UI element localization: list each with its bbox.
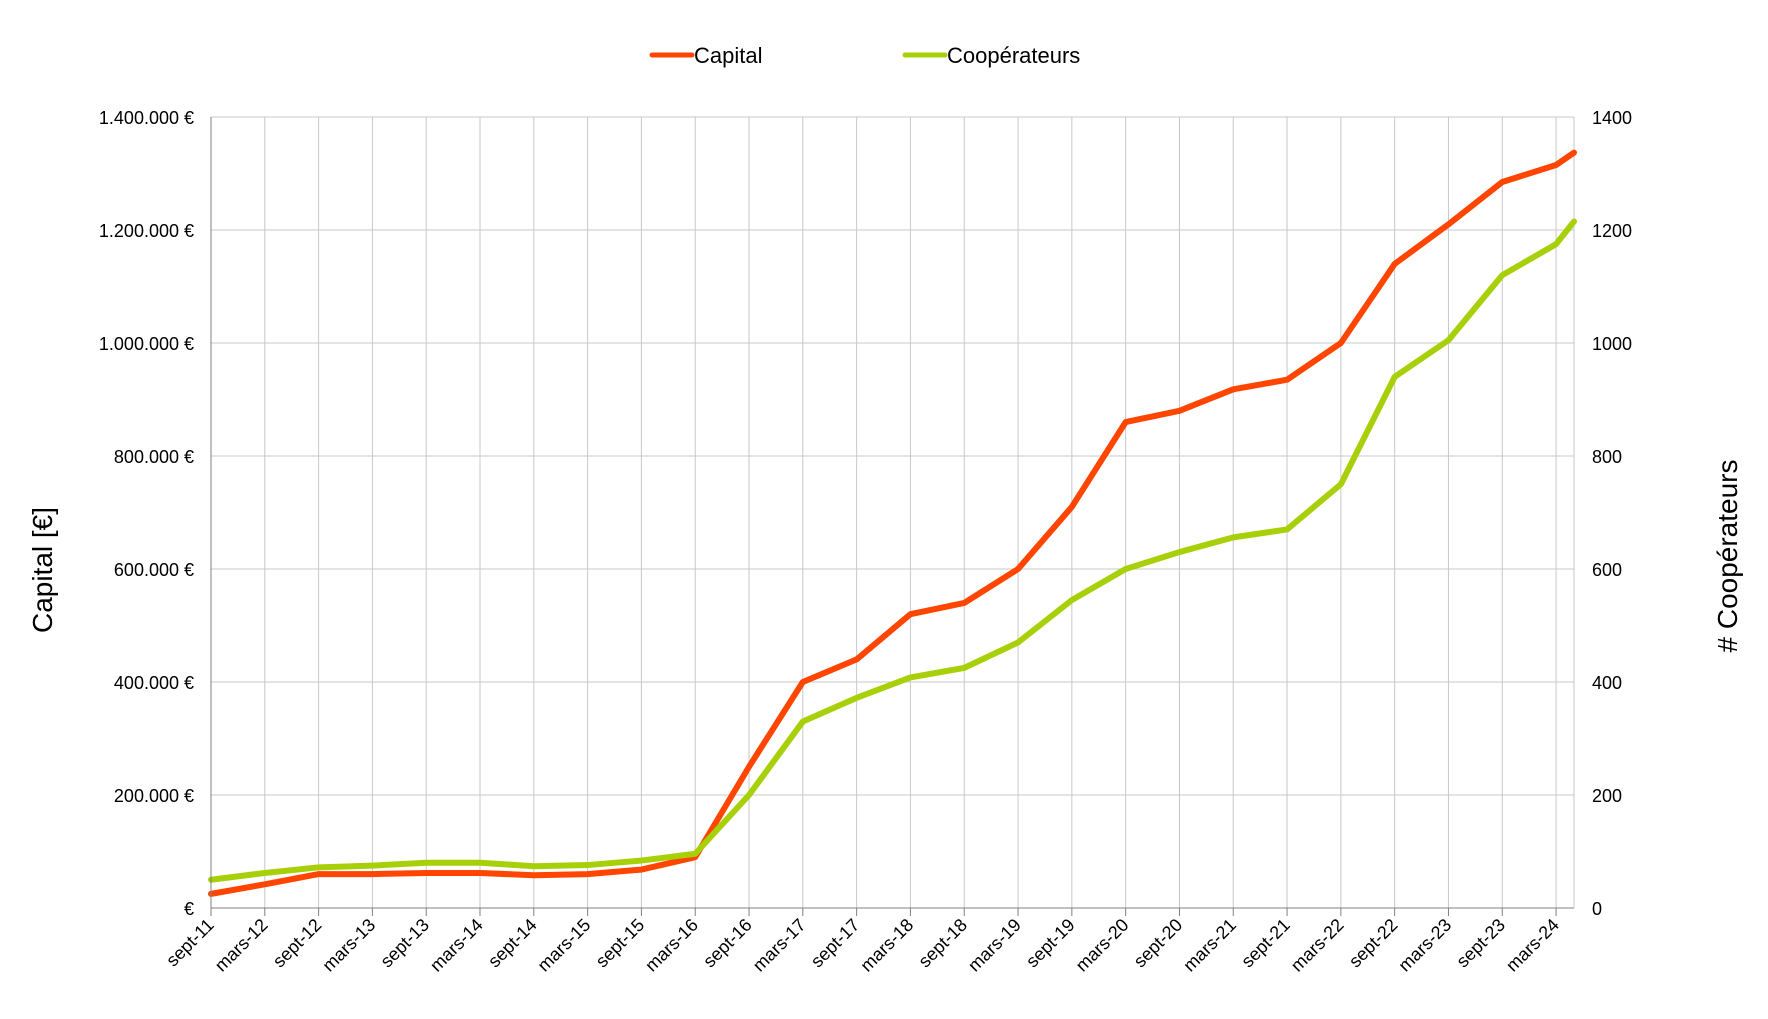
right-axis-tick-label: 1000 — [1592, 334, 1632, 354]
left-axis-tick-label: € — [184, 899, 194, 919]
left-axis-tick-label: 1.400.000 € — [99, 108, 194, 128]
left-axis-tick-label: 400.000 € — [114, 673, 194, 693]
right-axis-tick-label: 200 — [1592, 786, 1622, 806]
x-axis-tick-label: mars-14 — [426, 915, 487, 976]
x-axis-tick-label: mars-20 — [1072, 915, 1133, 976]
right-axis-tick-label: 600 — [1592, 560, 1622, 580]
left-axis-tick-label: 800.000 € — [114, 447, 194, 467]
x-axis-tick-label: mars-13 — [318, 915, 379, 976]
x-axis-tick-label: mars-21 — [1179, 915, 1240, 976]
x-axis-tick-label: sept-15 — [592, 915, 649, 972]
x-axis-tick-label: sept-13 — [376, 915, 433, 972]
x-axis-tick-label: sept-23 — [1452, 915, 1509, 972]
x-axis-tick-label: mars-19 — [964, 915, 1025, 976]
x-axis-tick-label: sept-20 — [1130, 915, 1187, 972]
x-axis-tick-label: sept-11 — [162, 915, 218, 971]
right-axis-tick-label: 0 — [1592, 899, 1602, 919]
x-axis-tick-label: sept-18 — [914, 915, 971, 972]
x-axis-tick-label: sept-12 — [269, 915, 326, 972]
x-axis-tick-label: sept-21 — [1237, 915, 1294, 972]
axes: €0 200.000 € 200 400.000 € 400 600.000 € 600 80… — [99, 108, 1632, 976]
x-axis-tick-label: sept-19 — [1022, 915, 1079, 972]
series-layer — [208, 149, 1577, 897]
cooperateurs-series-line — [208, 218, 1577, 883]
x-axis-tick-label: sept-14 — [484, 915, 541, 972]
left-axis-tick-label: 1.000.000 € — [99, 334, 194, 354]
legend-cooperateurs-label: Coopérateurs — [947, 43, 1080, 68]
left-axis-tick-label: 1.200.000 € — [99, 221, 194, 241]
x-axis-tick-label: mars-12 — [211, 915, 272, 976]
x-axis-tick-label: mars-16 — [641, 915, 702, 976]
grid — [210, 116, 1575, 909]
right-axis-tick-label: 400 — [1592, 673, 1622, 693]
x-axis-tick-label: mars-17 — [749, 915, 810, 976]
x-axis-tick-label: sept-16 — [699, 915, 756, 972]
x-axis-tick-label: sept-22 — [1345, 915, 1402, 972]
x-axis-tick-label: mars-18 — [856, 915, 917, 976]
right-axis-tick-label: 1400 — [1592, 108, 1632, 128]
right-axis-tick-label: 800 — [1592, 447, 1622, 467]
left-axis-title: Capital [€] — [27, 507, 58, 633]
right-axis-title: # Coopérateurs — [1712, 459, 1743, 652]
right-axis-tick-label: 1200 — [1592, 221, 1632, 241]
legend: Capital Coopérateurs — [649, 43, 1080, 68]
x-axis-tick-label: sept-17 — [807, 915, 864, 972]
capital-series-line — [208, 149, 1577, 897]
x-axis-tick-label: mars-22 — [1287, 915, 1348, 976]
x-axis-tick-label: mars-24 — [1502, 915, 1563, 976]
left-axis-tick-label: 200.000 € — [114, 786, 194, 806]
x-axis-tick-label: mars-23 — [1394, 915, 1455, 976]
legend-capital-label: Capital — [694, 43, 762, 68]
x-axis-tick-label: mars-15 — [534, 915, 595, 976]
left-axis-tick-label: 600.000 € — [114, 560, 194, 580]
